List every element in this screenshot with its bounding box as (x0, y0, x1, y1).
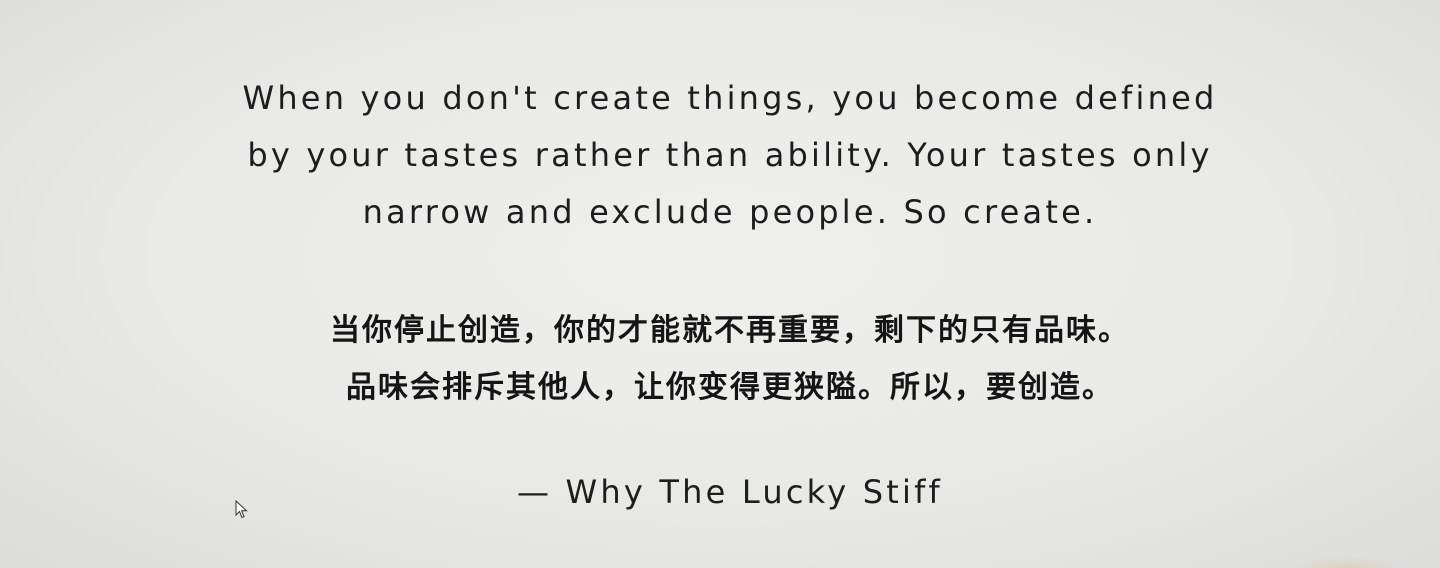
chinese-quote: 当你停止创造，你的才能就不再重要，剩下的只有品味。 品味会排斥其他人，让你变得更… (180, 302, 1280, 416)
screen-glare (1290, 556, 1400, 568)
english-quote-line-1: When you don't create things, you become… (242, 79, 1218, 117)
english-quote-line-3: narrow and exclude people. So create. (362, 193, 1098, 231)
quote-attribution: — Why The Lucky Stiff (516, 473, 943, 511)
english-quote-line-2: by your tastes rather than ability. Your… (247, 136, 1213, 174)
chinese-quote-line-2: 品味会排斥其他人，让你变得更狭隘。所以，要创造。 (346, 370, 1114, 405)
mouse-pointer-icon (235, 500, 248, 519)
chinese-quote-line-1: 当你停止创造，你的才能就不再重要，剩下的只有品味。 (330, 313, 1130, 348)
english-quote: When you don't create things, you become… (180, 70, 1280, 241)
